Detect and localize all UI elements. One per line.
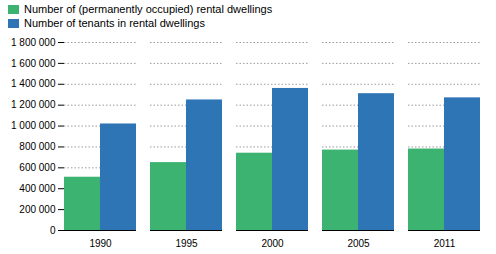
html-text:Number of (permanently occupie: Number of (permanently occupied) rental … [24, 3, 273, 15]
html-text:Number of tenants in rental dw: Number of tenants in rental dwellings [24, 17, 205, 29]
svg-text:200 000: 200 000 [19, 204, 56, 215]
svg-text:1995: 1995 [175, 238, 198, 249]
svg-text:400 000: 400 000 [19, 183, 56, 194]
svg-text:1 800 000: 1 800 000 [11, 37, 56, 48]
svg-text:0: 0 [50, 225, 56, 236]
svg-text:800 000: 800 000 [19, 141, 56, 152]
svg-text:600 000: 600 000 [19, 162, 56, 173]
svg-text:1 400 000: 1 400 000 [11, 78, 56, 89]
svg-text:1990: 1990 [89, 238, 112, 249]
svg-text:1 600 000: 1 600 000 [11, 58, 56, 69]
svg-text:2000: 2000 [261, 238, 284, 249]
svg-text:2005: 2005 [347, 238, 370, 249]
svg-text:2011: 2011 [434, 238, 456, 249]
svg-text:1 200 000: 1 200 000 [11, 99, 56, 110]
svg-text:1 000 000: 1 000 000 [11, 120, 56, 131]
